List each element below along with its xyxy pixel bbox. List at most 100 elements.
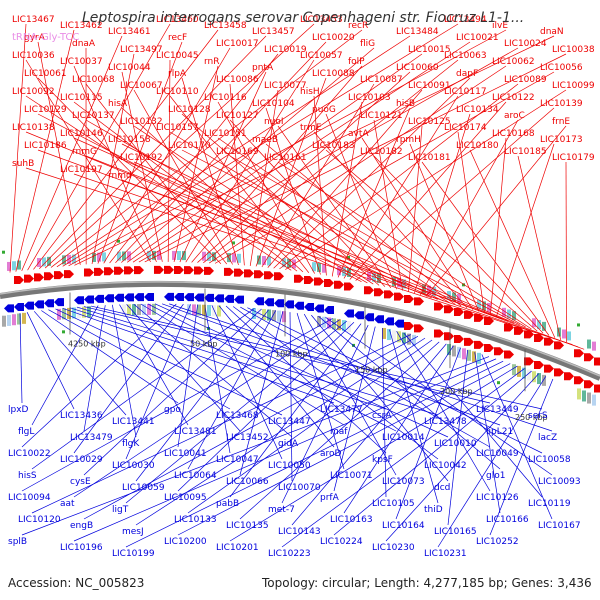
- reverse-gene-arrow: [294, 301, 304, 310]
- gc-bin: [17, 313, 21, 325]
- reverse-connector: [135, 337, 426, 526]
- gc-dot: [232, 241, 235, 245]
- reverse-gene-label: LIC10166: [486, 515, 529, 525]
- forward-connector: [313, 95, 327, 276]
- gc-bin: [532, 371, 536, 383]
- gc-bin: [97, 252, 101, 262]
- forward-connector: [25, 59, 151, 263]
- gc-bin: [92, 252, 96, 262]
- gc-bin: [432, 286, 436, 296]
- forward-gene-label: LIC10038: [552, 45, 595, 55]
- reverse-gene-arrow: [24, 301, 34, 310]
- forward-gene-label: LIC13484: [396, 27, 439, 37]
- forward-connector: [355, 107, 555, 281]
- reverse-connector: [83, 336, 419, 520]
- gc-bin: [232, 253, 236, 263]
- forward-gene-label: recR: [348, 21, 368, 31]
- forward-gene-arrow: [444, 305, 454, 314]
- forward-gene-label: LIC10151: [204, 129, 247, 139]
- gc-bin: [12, 314, 16, 326]
- forward-connector: [495, 143, 555, 318]
- forward-gene-label: nuoI: [264, 117, 284, 127]
- forward-gene-arrow: [494, 347, 504, 356]
- forward-gene-label: LIC10183: [312, 141, 355, 151]
- forward-gene-label: dapF: [456, 69, 478, 79]
- forward-gene-label: LIC10060: [396, 63, 439, 73]
- forward-connector: [325, 149, 538, 332]
- forward-gene-label: LIC10036: [12, 51, 55, 61]
- reverse-gene-arrow: [4, 304, 14, 313]
- forward-gene-label: hisH: [300, 87, 320, 97]
- forward-gene-label: LIC10129: [24, 105, 67, 115]
- forward-connector: [373, 155, 544, 334]
- reverse-gene-label: LIC10231: [424, 549, 467, 559]
- gc-bin: [257, 308, 261, 320]
- forward-gene-label: LIC10015: [408, 45, 451, 55]
- reverse-gene-label: LIC10064: [174, 471, 217, 481]
- forward-gene-label: avtA: [348, 129, 369, 139]
- gc-bin: [467, 349, 471, 361]
- reverse-gene-label: thiD: [424, 505, 443, 515]
- gc-bin: [192, 304, 196, 316]
- forward-connector: [181, 149, 520, 326]
- forward-gene-label: LIC10057: [300, 51, 343, 61]
- reverse-connector: [62, 307, 335, 404]
- gc-bin: [447, 344, 451, 356]
- reverse-gene-arrow: [34, 300, 44, 309]
- reverse-gene-arrow: [214, 294, 224, 303]
- reverse-connector: [187, 339, 433, 514]
- forward-gene-arrow: [594, 384, 600, 393]
- forward-connector: [191, 65, 363, 263]
- forward-gene-arrow: [224, 267, 234, 276]
- forward-gene-arrow: [254, 270, 264, 279]
- forward-connector: [285, 89, 567, 270]
- forward-gene-label: frnE: [552, 117, 570, 127]
- reverse-connector: [239, 311, 284, 476]
- reverse-gene-label: LIC10058: [528, 455, 571, 465]
- forward-connector: [273, 77, 471, 269]
- forward-gene-label: LIC10134: [456, 105, 499, 115]
- forward-gene-arrow: [574, 376, 584, 385]
- gc-bin: [502, 307, 506, 317]
- forward-gene-label: LIC10087: [360, 75, 403, 85]
- forward-gene-label: LIC10044: [108, 63, 151, 73]
- gc-bin: [587, 339, 591, 349]
- reverse-gene-label: LIC10164: [382, 521, 425, 531]
- reverse-gene-label: LIC10073: [382, 477, 425, 487]
- forward-gene-label: LIC13467: [12, 15, 55, 25]
- forward-connector: [121, 71, 163, 262]
- forward-gene-label: hisA: [108, 99, 128, 109]
- forward-connector: [126, 53, 423, 263]
- forward-connector: [133, 161, 514, 324]
- reverse-gene-label: csrA: [372, 411, 392, 421]
- gc-bin: [397, 331, 401, 343]
- forward-connector: [421, 161, 550, 336]
- gc-bin: [537, 320, 541, 330]
- reverse-connector: [73, 319, 340, 498]
- gc-bin: [312, 262, 316, 272]
- reverse-gene-label: maf: [330, 427, 348, 437]
- reverse-gene-arrow: [14, 302, 24, 311]
- forward-gene-label: LIC10117: [444, 87, 487, 97]
- reverse-connector: [83, 308, 262, 476]
- reverse-gene-label: flgL: [18, 427, 34, 437]
- forward-gene-label: nuoG: [312, 105, 336, 115]
- forward-connector: [37, 41, 81, 265]
- forward-gene-label: maeB: [252, 135, 278, 145]
- reverse-gene-label: LIC10095: [164, 493, 207, 503]
- forward-gene-label: LIC10056: [540, 63, 583, 73]
- reverse-gene-label: LIC10042: [424, 461, 467, 471]
- reverse-gene-label: LIC10167: [538, 521, 581, 531]
- reverse-connector: [403, 332, 543, 498]
- forward-gene-arrow: [234, 268, 244, 277]
- forward-connector: [73, 101, 298, 272]
- reverse-gene-label: LIC10163: [330, 515, 373, 525]
- reverse-gene-arrow: [174, 292, 184, 301]
- reverse-connector: [177, 363, 511, 536]
- reverse-connector: [112, 304, 137, 438]
- genome-backbone: [0, 280, 600, 381]
- forward-gene-label: hisB: [396, 99, 415, 109]
- reverse-connector: [289, 312, 293, 482]
- reverse-gene-label: LIC10165: [434, 527, 477, 537]
- ruler-tick-label: 4250 kbp: [68, 340, 106, 349]
